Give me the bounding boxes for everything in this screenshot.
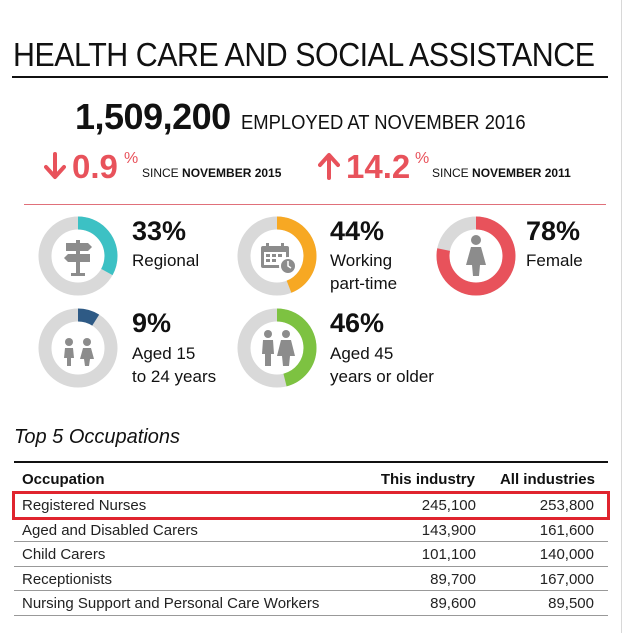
this-industry-value: 245,100 (421, 497, 476, 514)
table-top-rule (14, 461, 608, 463)
stat-label-line1: Aged 15 (132, 344, 196, 363)
change-since-2011: 14.2 % SINCE NOVEMBER 2011 (318, 148, 588, 188)
this-industry-value: 89,600 (430, 595, 476, 612)
regional-ring (38, 216, 118, 296)
occupation-name: Child Carers (22, 546, 106, 563)
stat-label: Regional (132, 251, 200, 270)
header-all-industries: All industries (499, 471, 595, 488)
employment-value: 1,509,200 (75, 96, 231, 137)
stat-label-line2: part-time (330, 274, 398, 293)
down-arrow-icon (44, 152, 66, 179)
stat-value: 9% (132, 308, 172, 338)
table-row: Registered Nurses 245,100 253,800 (12, 491, 610, 520)
frame-border (621, 0, 622, 633)
this-industry-value: 89,700 (430, 570, 476, 588)
female-person-icon (466, 235, 486, 276)
stat-label-line2: years or older (330, 367, 434, 386)
employment-label: EMPLOYED AT NOVEMBER 2016 (241, 112, 526, 134)
employment-total: 1,509,200 EMPLOYED AT NOVEMBER 2016 (75, 96, 550, 138)
calendar-clock-icon (261, 243, 297, 275)
occupation-name: Nursing Support and Personal Care Worker… (22, 595, 320, 612)
young-people-icon (64, 338, 94, 366)
change-unit: % (124, 150, 139, 167)
change-unit: % (415, 150, 430, 167)
occupations-table: Occupation This industry All industries … (12, 461, 610, 616)
all-industries-value: 89,500 (548, 595, 594, 612)
change-since: SINCE NOVEMBER 2015 (142, 166, 282, 180)
stat-label-line2: to 24 years (132, 367, 217, 386)
older-people-icon (262, 330, 295, 366)
aged-45-plus-ring (237, 308, 317, 388)
stat-value: 44% (330, 216, 385, 246)
up-arrow-icon (318, 153, 340, 180)
change-since-2015: 0.9 % SINCE NOVEMBER 2015 (44, 148, 294, 188)
occupation-name: Registered Nurses (22, 497, 147, 514)
page-title: HEALTH CARE AND SOCIAL ASSISTANCE (13, 36, 595, 73)
stat-label-line1: Working (330, 251, 393, 270)
all-industries-value: 161,600 (539, 521, 594, 539)
stat-value: 46% (330, 308, 385, 338)
table-row: Child Carers 101,100 140,000 (14, 542, 608, 567)
part-time-ring (237, 216, 317, 296)
change-value: 14.2 (346, 148, 411, 185)
female-ring (436, 216, 516, 296)
signpost-icon (64, 240, 92, 276)
section-divider (24, 204, 606, 205)
aged-15-24-ring (38, 308, 118, 388)
table-row: Receptionists 89,700 167,000 (14, 567, 608, 591)
occupations-heading: Top 5 Occupations (14, 426, 181, 448)
all-industries-value: 167,000 (539, 570, 594, 588)
stat-label: Female (526, 251, 583, 270)
table-row: Aged and Disabled Carers 143,900 161,600 (14, 518, 608, 542)
occupation-name: Aged and Disabled Carers (22, 521, 198, 539)
change-value: 0.9 (72, 148, 118, 185)
all-industries-value: 140,000 (539, 546, 594, 563)
all-industries-value: 253,800 (539, 497, 594, 514)
header-occupation: Occupation (22, 471, 105, 488)
title-divider (12, 76, 608, 78)
header-this-industry: This industry (380, 471, 475, 488)
this-industry-value: 143,900 (421, 521, 476, 539)
stat-label-line1: Aged 45 (330, 344, 394, 363)
table-row: Nursing Support and Personal Care Worker… (14, 591, 608, 616)
this-industry-value: 101,100 (421, 546, 476, 563)
stat-value: 33% (132, 216, 187, 246)
occupation-name: Receptionists (22, 570, 113, 588)
change-since: SINCE NOVEMBER 2011 (432, 166, 571, 180)
stat-value: 78% (526, 216, 581, 246)
table-header: Occupation This industry All industries (14, 463, 608, 493)
